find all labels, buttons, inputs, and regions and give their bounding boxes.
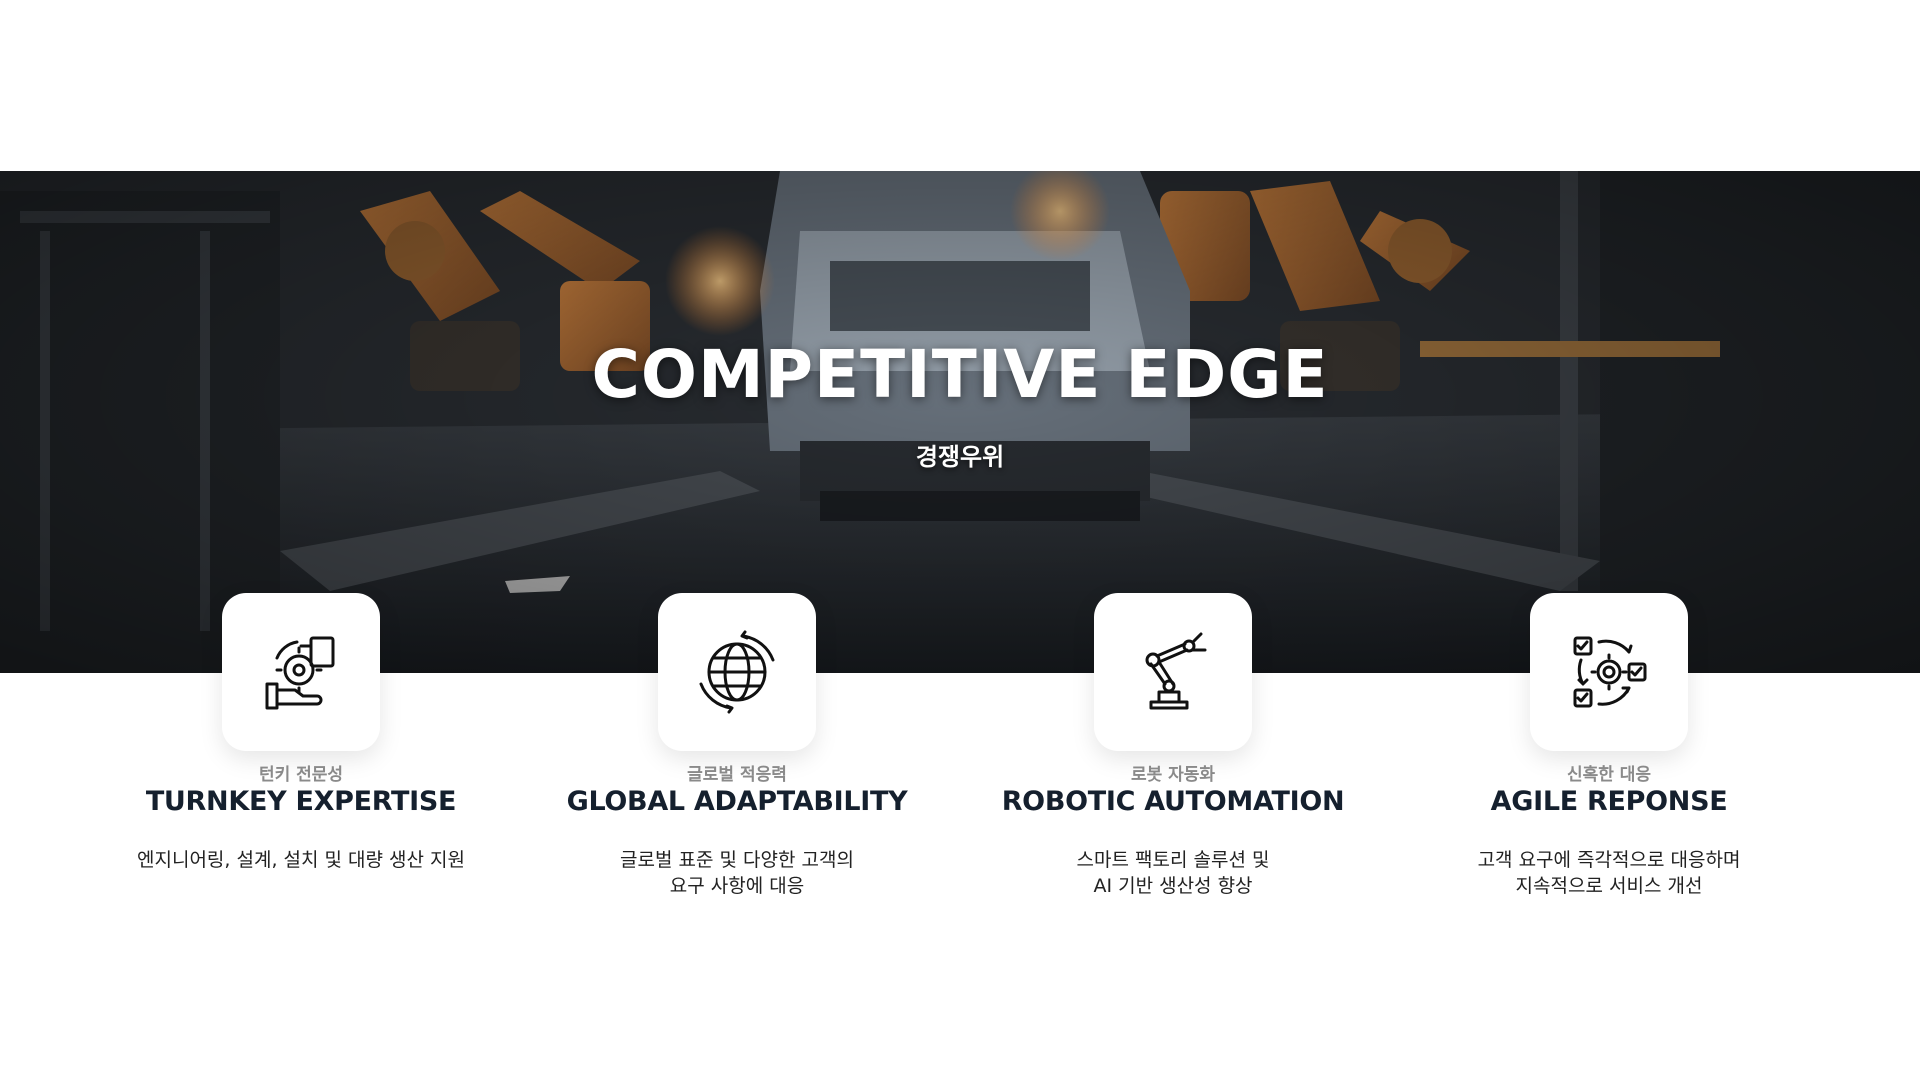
feature-description-line: 요구 사항에 대응 [669,875,805,897]
robot-arm-icon [1145,632,1207,710]
feature-icon-card [1530,593,1688,751]
feature-turnkey: 턴키 전문성 TURNKEY EXPERTISE 엔지니어링, 설계, 설치 및… [81,0,521,1080]
feature-kr-label: 신혹한 대응 [1566,765,1652,785]
hero-shade [0,171,1920,673]
feature-description: 고객 요구에 즉각적으로 대응하며 지속적으로 서비스 개선 [1389,847,1829,899]
feature-kr-label: 로봇 자동화 [1130,765,1216,785]
feature-description-line: 고객 요구에 즉각적으로 대응하며 [1477,849,1741,871]
feature-robotic: 로봇 자동화 ROBOTIC AUTOMATION 스마트 팩토리 솔루션 및 … [953,0,1393,1080]
feature-description: 엔지니어링, 설계, 설치 및 대량 생산 지원 [81,847,521,873]
page-title: COMPETITIVE EDGE [591,336,1329,413]
feature-description: 스마트 팩토리 솔루션 및 AI 기반 생산성 향상 [953,847,1393,899]
globe-icon [699,630,775,714]
feature-title: TURNKEY EXPERTISE [145,786,457,817]
feature-agile: 신혹한 대응 AGILE REPONSE 고객 요구에 즉각적으로 대응하며 지… [1389,0,1829,1080]
hero-banner: COMPETITIVE EDGE 경쟁우위 [0,171,1920,673]
feature-icon-card [222,593,380,751]
feature-title: GLOBAL ADAPTABILITY [566,786,908,817]
feature-kr-label: 글로벌 적응력 [687,765,787,785]
hand-gear-icon [265,636,335,710]
feature-description-line: 엔지니어링, 설계, 설치 및 대량 생산 지원 [137,849,465,871]
feature-description-line: 글로벌 표준 및 다양한 고객의 [620,849,854,871]
feature-icon-card [1094,593,1252,751]
page-subtitle: 경쟁우위 [915,443,1005,471]
feature-description-line: AI 기반 생산성 향상 [1093,875,1253,897]
agile-cycle-icon [1573,636,1647,708]
feature-kr-label: 턴키 전문성 [258,765,344,785]
feature-description-line: 스마트 팩토리 솔루션 및 [1076,849,1270,871]
feature-description-line: 지속적으로 서비스 개선 [1515,875,1703,897]
feature-global: 글로벌 적응력 GLOBAL ADAPTABILITY 글로벌 표준 및 다양한… [517,0,957,1080]
feature-icon-card [658,593,816,751]
feature-description: 글로벌 표준 및 다양한 고객의 요구 사항에 대응 [517,847,957,899]
feature-title: ROBOTIC AUTOMATION [1001,786,1345,817]
feature-title: AGILE REPONSE [1490,786,1728,817]
